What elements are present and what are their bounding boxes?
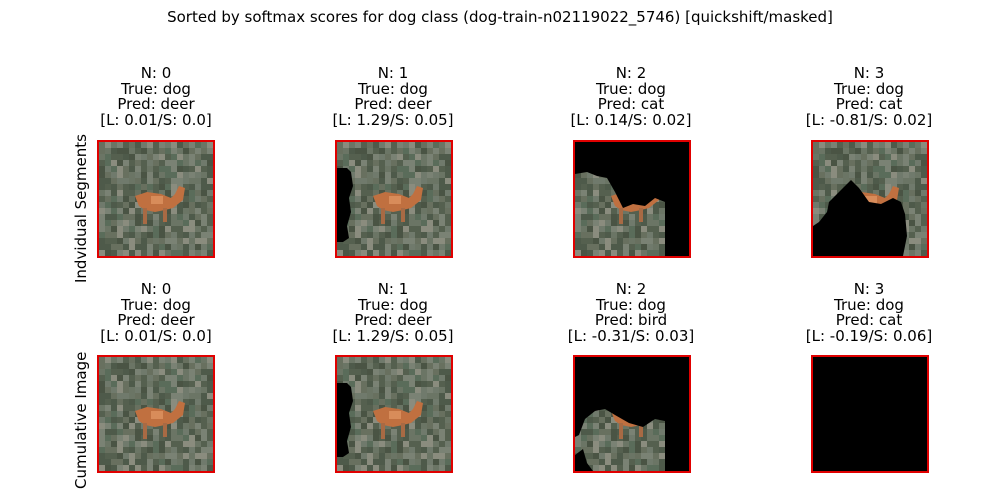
- caption-n: N: 1: [377, 64, 409, 82]
- caption-scores: [L: -0.19/S: 0.06]: [805, 326, 933, 345]
- caption-n: N: 2: [615, 64, 647, 82]
- image-tile-r1-c2: [573, 355, 691, 473]
- masked-image: [813, 142, 927, 256]
- image-tile-r1-c3: [811, 355, 929, 473]
- masked-image: [99, 357, 213, 471]
- caption-n: N: 0: [140, 280, 172, 298]
- caption-pred: Pred: cat: [835, 311, 903, 329]
- caption-r0-c1: N: 1 True: dog Pred: deer [L: 1.29/S: 0.…: [273, 64, 513, 129]
- caption-scores: [L: -0.31/S: 0.03]: [567, 326, 695, 345]
- caption-n: N: 1: [377, 280, 409, 298]
- image-tile-r0-c1: [335, 140, 453, 258]
- caption-pred: Pred: bird: [594, 311, 668, 329]
- caption-scores: [L: 0.01/S: 0.0]: [100, 326, 212, 345]
- caption-true: True: dog: [596, 295, 666, 314]
- image-tile-r1-c0: [97, 355, 215, 473]
- masked-image: [813, 357, 927, 471]
- caption-true: True: dog: [596, 79, 666, 98]
- caption-pred: Pred: deer: [354, 311, 432, 329]
- caption-scores: [L: -0.81/S: 0.02]: [805, 110, 933, 129]
- caption-pred: Pred: deer: [354, 95, 432, 113]
- caption-pred: Pred: cat: [597, 95, 665, 113]
- caption-true: True: dog: [358, 295, 428, 314]
- caption-n: N: 0: [140, 64, 172, 82]
- caption-r1-c0: N: 0 True: dog Pred: deer [L: 0.01/S: 0.…: [36, 280, 276, 345]
- caption-scores: [L: 1.29/S: 0.05]: [332, 110, 454, 129]
- row-label-individual-segments: Indvidual Segments: [72, 134, 90, 283]
- masked-image: [337, 142, 451, 256]
- image-tile-r0-c0: [97, 140, 215, 258]
- caption-pred: Pred: cat: [835, 95, 903, 113]
- caption-true: True: dog: [358, 79, 428, 98]
- row-label-cumulative-image: Cumulative Image: [72, 351, 90, 489]
- caption-scores: [L: 0.14/S: 0.02]: [570, 110, 692, 129]
- masked-image: [575, 357, 689, 471]
- caption-n: N: 3: [853, 64, 885, 82]
- masked-image: [575, 142, 689, 256]
- caption-pred: Pred: deer: [117, 95, 195, 113]
- caption-pred: Pred: deer: [117, 311, 195, 329]
- figure-title: Sorted by softmax scores for dog class (…: [167, 8, 833, 26]
- caption-r0-c0: N: 0 True: dog Pred: deer [L: 0.01/S: 0.…: [36, 64, 276, 129]
- caption-true: True: dog: [834, 79, 904, 98]
- caption-r1-c2: N: 2 True: dog Pred: bird [L: -0.31/S: 0…: [511, 280, 751, 345]
- caption-r1-c3: N: 3 True: dog Pred: cat [L: -0.19/S: 0.…: [749, 280, 989, 345]
- caption-true: True: dog: [121, 79, 191, 98]
- caption-scores: [L: 0.01/S: 0.0]: [100, 110, 212, 129]
- caption-r0-c3: N: 3 True: dog Pred: cat [L: -0.81/S: 0.…: [749, 64, 989, 129]
- masked-image: [99, 142, 213, 256]
- caption-scores: [L: 1.29/S: 0.05]: [332, 326, 454, 345]
- caption-r0-c2: N: 2 True: dog Pred: cat [L: 0.14/S: 0.0…: [511, 64, 751, 129]
- image-tile-r1-c1: [335, 355, 453, 473]
- caption-true: True: dog: [121, 295, 191, 314]
- caption-n: N: 3: [853, 280, 885, 298]
- image-tile-r0-c2: [573, 140, 691, 258]
- caption-r1-c1: N: 1 True: dog Pred: deer [L: 1.29/S: 0.…: [273, 280, 513, 345]
- caption-n: N: 2: [615, 280, 647, 298]
- masked-image: [337, 357, 451, 471]
- image-tile-r0-c3: [811, 140, 929, 258]
- caption-true: True: dog: [834, 295, 904, 314]
